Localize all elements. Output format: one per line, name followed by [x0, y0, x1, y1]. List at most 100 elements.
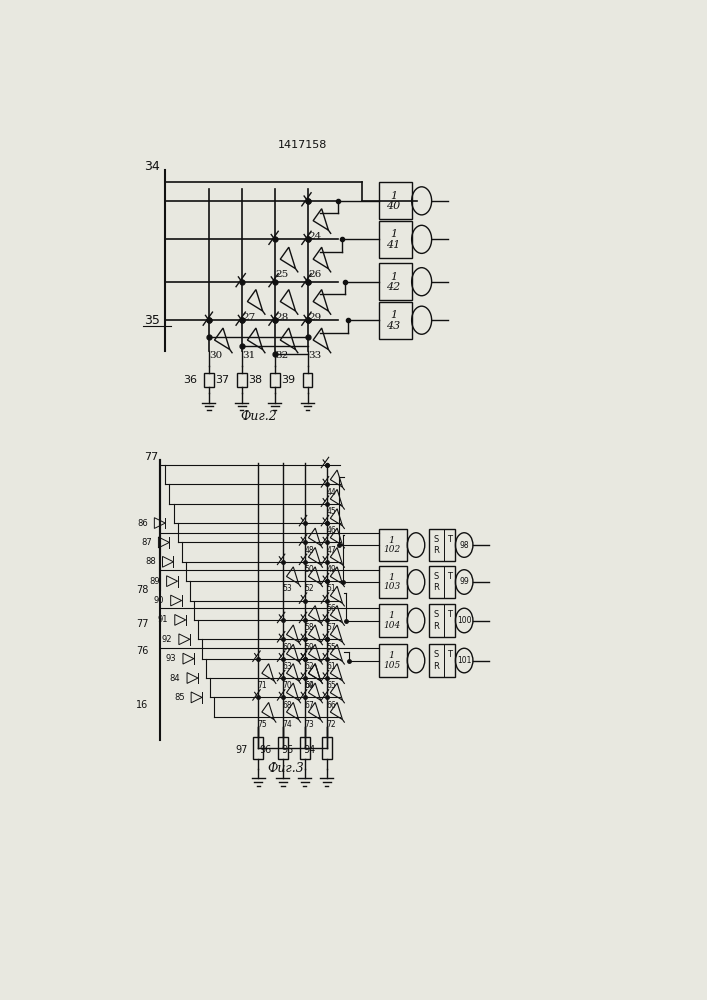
Text: 67: 67: [304, 701, 314, 710]
Bar: [303, 373, 312, 387]
Text: 89: 89: [149, 577, 160, 586]
Text: T: T: [447, 610, 452, 619]
Text: 1: 1: [388, 611, 395, 620]
Text: 49: 49: [326, 565, 336, 574]
Text: 84: 84: [170, 674, 180, 683]
Text: 72: 72: [327, 720, 336, 729]
Bar: [270, 373, 279, 387]
Text: 1: 1: [388, 536, 395, 545]
Text: 1417158: 1417158: [277, 140, 327, 150]
Text: 33: 33: [308, 351, 321, 360]
Text: 63: 63: [282, 662, 292, 671]
Text: R: R: [433, 583, 438, 592]
Text: 105: 105: [383, 661, 400, 670]
Bar: [204, 373, 214, 387]
Text: 34: 34: [144, 160, 160, 173]
Text: 92: 92: [162, 635, 173, 644]
Text: Фиг.3: Фиг.3: [267, 762, 304, 775]
Text: 48: 48: [305, 546, 314, 555]
Text: 55: 55: [326, 643, 336, 652]
Text: 86: 86: [137, 519, 148, 528]
Text: Фиг.2: Фиг.2: [240, 410, 276, 423]
Text: 57: 57: [326, 623, 336, 632]
Text: 60: 60: [282, 643, 292, 652]
Text: 62: 62: [305, 662, 314, 671]
Text: 95: 95: [281, 745, 294, 755]
Bar: [429, 529, 455, 561]
Bar: [379, 566, 407, 598]
Text: 40: 40: [387, 201, 401, 211]
Text: 64: 64: [304, 681, 314, 690]
Text: 77: 77: [136, 619, 148, 629]
Text: S: S: [433, 650, 438, 659]
Text: 91: 91: [158, 615, 168, 624]
Text: 42: 42: [387, 282, 401, 292]
Text: 45: 45: [326, 507, 336, 516]
Text: T: T: [447, 572, 452, 581]
Text: 50: 50: [304, 565, 314, 574]
Text: 1: 1: [390, 229, 397, 239]
Text: 1: 1: [390, 191, 397, 201]
Bar: [379, 302, 411, 339]
Text: 96: 96: [259, 745, 272, 755]
Text: 16: 16: [136, 700, 148, 710]
Text: 37: 37: [216, 375, 230, 385]
Bar: [379, 529, 407, 561]
Text: 1: 1: [388, 573, 395, 582]
Text: 99: 99: [460, 578, 469, 586]
Text: 39: 39: [281, 375, 296, 385]
Text: 76: 76: [136, 646, 148, 656]
Text: T: T: [447, 535, 452, 544]
Bar: [237, 373, 247, 387]
Text: T: T: [447, 650, 452, 659]
Text: 43: 43: [387, 321, 401, 331]
Text: 102: 102: [383, 545, 400, 554]
Bar: [278, 737, 288, 759]
Text: 90: 90: [153, 596, 164, 605]
Text: 53: 53: [282, 584, 292, 593]
Text: R: R: [433, 622, 438, 631]
Text: 41: 41: [387, 240, 401, 250]
Text: 70: 70: [282, 681, 292, 690]
Text: 36: 36: [183, 375, 197, 385]
Bar: [379, 644, 407, 677]
Text: 69: 69: [304, 681, 314, 690]
Text: 1: 1: [388, 651, 395, 660]
Text: 58: 58: [305, 623, 314, 632]
Bar: [379, 182, 411, 219]
Text: S: S: [433, 535, 438, 544]
Text: 29: 29: [308, 313, 321, 322]
Bar: [429, 566, 455, 598]
Text: 93: 93: [165, 654, 176, 663]
Text: 44: 44: [326, 488, 336, 497]
Text: 97: 97: [235, 745, 247, 755]
Text: 98: 98: [460, 541, 469, 550]
Text: 101: 101: [457, 656, 472, 665]
Text: 59: 59: [304, 643, 314, 652]
Text: 32: 32: [275, 351, 288, 360]
Text: S: S: [433, 572, 438, 581]
Text: 85: 85: [174, 693, 185, 702]
Text: 31: 31: [243, 351, 255, 360]
Text: 68: 68: [283, 701, 292, 710]
Text: 24: 24: [308, 232, 321, 241]
Text: 94: 94: [303, 745, 316, 755]
Text: 87: 87: [141, 538, 152, 547]
Bar: [429, 644, 455, 677]
Bar: [429, 604, 455, 637]
Text: 51: 51: [327, 584, 336, 593]
Text: 74: 74: [282, 720, 292, 729]
Text: S: S: [433, 610, 438, 619]
Text: 28: 28: [275, 313, 288, 322]
Text: 75: 75: [258, 720, 267, 729]
Text: 35: 35: [144, 314, 160, 327]
Bar: [379, 221, 411, 258]
Text: 71: 71: [258, 681, 267, 690]
Text: 30: 30: [209, 351, 223, 360]
Text: 73: 73: [304, 720, 314, 729]
Text: 65: 65: [326, 681, 336, 690]
Text: R: R: [433, 662, 438, 671]
Text: 100: 100: [457, 616, 472, 625]
Bar: [253, 737, 263, 759]
Bar: [379, 604, 407, 637]
